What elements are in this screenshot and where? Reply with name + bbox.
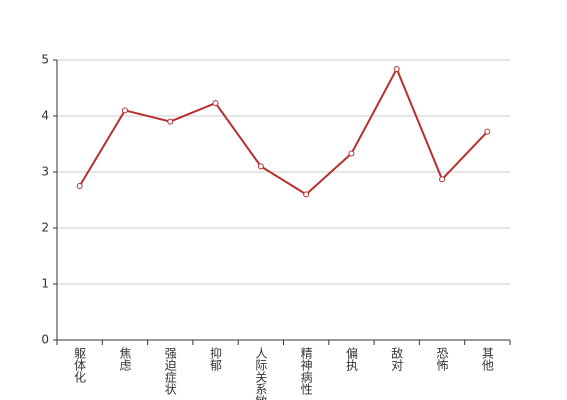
y-tick-label: 0 xyxy=(41,333,49,347)
x-tick-label: 强迫症状 xyxy=(163,347,177,395)
line xyxy=(78,66,489,196)
point xyxy=(484,128,491,135)
x-tick-label: 人际关系敏感 xyxy=(254,347,268,400)
y-tick-label: 5 xyxy=(41,53,49,67)
y-tick-label: 4 xyxy=(41,109,49,123)
x-tick-label: 焦虑 xyxy=(118,347,132,371)
x-tick-label: 躯体化 xyxy=(73,346,87,384)
x-tick-label: 敌对 xyxy=(390,346,404,371)
point xyxy=(393,65,400,72)
x-tick-label: 恐怖 xyxy=(435,347,449,371)
y-tick-label: 2 xyxy=(41,221,49,235)
point xyxy=(212,100,219,107)
x-tick-label: 偏执 xyxy=(344,346,358,372)
point xyxy=(76,183,83,189)
x-tick-label: 精神病性 xyxy=(299,347,313,396)
y-tick-label: 3 xyxy=(41,165,49,179)
point xyxy=(439,176,446,183)
point xyxy=(121,107,128,114)
x-tick-label: 其他 xyxy=(480,347,494,371)
point xyxy=(167,118,174,125)
point xyxy=(348,150,355,157)
y-tick-label: 1 xyxy=(41,277,49,291)
x-tick-label: 抑郁 xyxy=(209,346,223,372)
point xyxy=(257,163,264,170)
point xyxy=(303,191,310,198)
